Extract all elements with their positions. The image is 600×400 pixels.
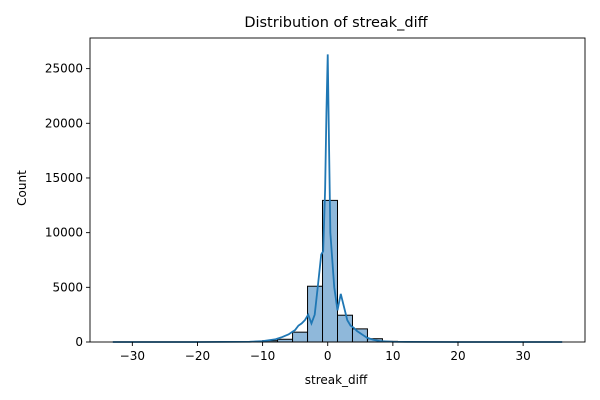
plot-frame xyxy=(89,37,586,343)
x-tick-label: 0 xyxy=(324,349,332,363)
histogram-bar xyxy=(337,314,353,343)
y-tick-label: 0 xyxy=(75,335,83,349)
x-tick-label: −30 xyxy=(120,349,145,363)
y-tick-label: 20000 xyxy=(45,116,83,130)
x-tick-label: 10 xyxy=(385,349,400,363)
x-tick-label: −10 xyxy=(250,349,275,363)
y-tick-label: 15000 xyxy=(45,171,83,185)
histogram-bar xyxy=(292,331,309,343)
kde-line xyxy=(112,54,563,343)
y-tick-label: 25000 xyxy=(45,62,83,76)
y-tick-label: 5000 xyxy=(52,280,83,294)
x-tick-label: −20 xyxy=(185,349,210,363)
y-axis-label: Count xyxy=(15,170,29,206)
x-tick-label: 30 xyxy=(515,349,530,363)
chart-title: Distribution of streak_diff xyxy=(244,15,428,31)
x-axis-ticks: −30 −20 −10 0 10 20 30 xyxy=(120,342,531,363)
y-tick-label: 10000 xyxy=(45,226,83,240)
histogram-bar xyxy=(351,328,368,343)
x-tick-label: 20 xyxy=(450,349,465,363)
x-axis-label: streak_diff xyxy=(305,373,368,387)
y-axis-ticks: 0 5000 10000 15000 20000 25000 xyxy=(45,62,90,349)
histogram-bars xyxy=(232,199,428,343)
